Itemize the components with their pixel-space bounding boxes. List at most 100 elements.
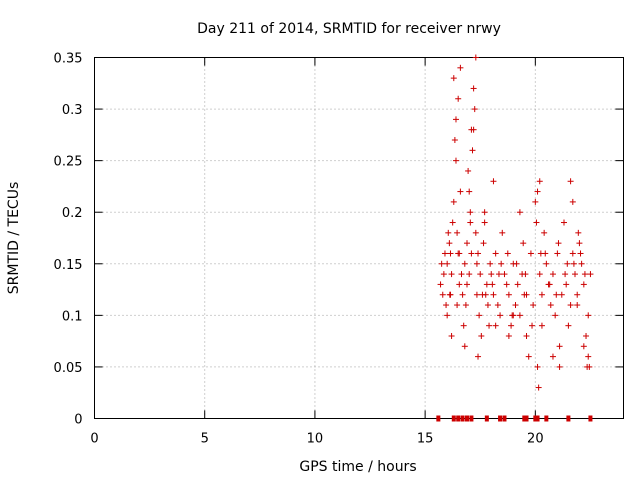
data-point <box>461 260 468 267</box>
data-point <box>558 291 565 298</box>
data-point <box>553 291 560 298</box>
tick-layer: 0 0.05 0.1 0.15 0.2 0.25 0.3 0.35 0 5 10 15 20 <box>54 52 624 447</box>
data-point <box>556 343 563 350</box>
data-point <box>451 137 458 144</box>
data-point <box>458 271 465 278</box>
data-point <box>576 240 583 247</box>
data-point <box>569 250 576 257</box>
y-tick-label: 0.3 <box>62 103 83 118</box>
data-point <box>467 209 474 216</box>
baseline-marker <box>524 415 529 422</box>
data-point <box>461 343 468 350</box>
data-point <box>522 271 529 278</box>
baseline-marker <box>535 415 540 422</box>
data-point <box>569 198 576 205</box>
data-point <box>536 271 543 278</box>
points-layer <box>437 54 594 391</box>
data-point <box>498 260 505 267</box>
data-point <box>443 302 450 309</box>
data-point <box>572 271 579 278</box>
x-tick-label: 20 <box>527 432 544 447</box>
data-point <box>543 260 550 267</box>
data-point <box>516 312 523 319</box>
data-point <box>457 64 464 71</box>
baseline-marker <box>533 415 538 422</box>
data-point <box>554 250 561 257</box>
data-point <box>503 281 510 288</box>
data-point <box>567 302 574 309</box>
data-point <box>470 85 477 92</box>
data-point <box>513 260 520 267</box>
data-point <box>476 312 483 319</box>
x-tick-label: 15 <box>417 432 434 447</box>
data-point <box>581 271 588 278</box>
data-point <box>523 291 530 298</box>
data-point <box>449 219 456 226</box>
baseline-marker <box>522 415 527 422</box>
data-point <box>466 271 473 278</box>
data-point <box>532 198 539 205</box>
y-axis-title: SRMTID / TECUs <box>6 182 22 295</box>
data-point <box>533 219 540 226</box>
data-point <box>464 240 471 247</box>
data-point <box>555 240 562 247</box>
x-tick-label: 5 <box>201 432 209 447</box>
data-point <box>472 229 479 236</box>
data-point <box>574 302 581 309</box>
x-tick-label: 0 <box>90 432 98 447</box>
data-point <box>534 188 541 195</box>
data-point <box>546 281 553 288</box>
y-tick-label: 0 <box>74 413 82 428</box>
y-tick-label: 0.25 <box>54 155 83 170</box>
data-point <box>587 271 594 278</box>
data-point <box>562 271 569 278</box>
data-point <box>444 312 451 319</box>
data-point <box>580 281 587 288</box>
data-point <box>577 250 584 257</box>
data-point <box>567 178 574 185</box>
y-tick-label: 0.2 <box>62 206 83 221</box>
data-point <box>446 240 453 247</box>
data-point <box>468 126 475 133</box>
data-point <box>499 229 506 236</box>
baseline-marker <box>451 415 456 422</box>
y-tick-label: 0.05 <box>54 361 83 376</box>
data-point <box>497 312 504 319</box>
x-axis-title: GPS time / hours <box>299 459 416 475</box>
baseline-marker <box>544 415 549 422</box>
data-point <box>483 281 490 288</box>
data-point <box>459 291 466 298</box>
data-point <box>467 219 474 226</box>
data-point <box>501 271 508 278</box>
data-point <box>564 260 571 267</box>
data-point <box>570 260 577 267</box>
data-point <box>560 219 567 226</box>
baseline-marker <box>498 415 503 422</box>
data-point <box>580 343 587 350</box>
data-point <box>575 229 582 236</box>
data-point <box>585 353 592 360</box>
data-point <box>530 302 537 309</box>
chart-title: Day 211 of 2014, SRMTID for receiver nrw… <box>197 21 501 37</box>
data-point <box>475 353 482 360</box>
data-point <box>552 312 559 319</box>
data-point <box>454 302 461 309</box>
data-point <box>484 302 491 309</box>
data-point <box>504 250 511 257</box>
data-point <box>565 322 572 329</box>
data-point <box>447 291 454 298</box>
data-point <box>460 322 467 329</box>
data-point <box>438 260 445 267</box>
data-point <box>586 363 593 370</box>
data-point <box>523 332 530 339</box>
data-point <box>444 260 451 267</box>
data-point <box>541 229 548 236</box>
data-point <box>472 54 479 61</box>
data-point <box>441 250 448 257</box>
data-point <box>471 106 478 113</box>
data-point <box>492 322 499 329</box>
data-point <box>466 188 473 195</box>
baseline-marker <box>460 415 465 422</box>
